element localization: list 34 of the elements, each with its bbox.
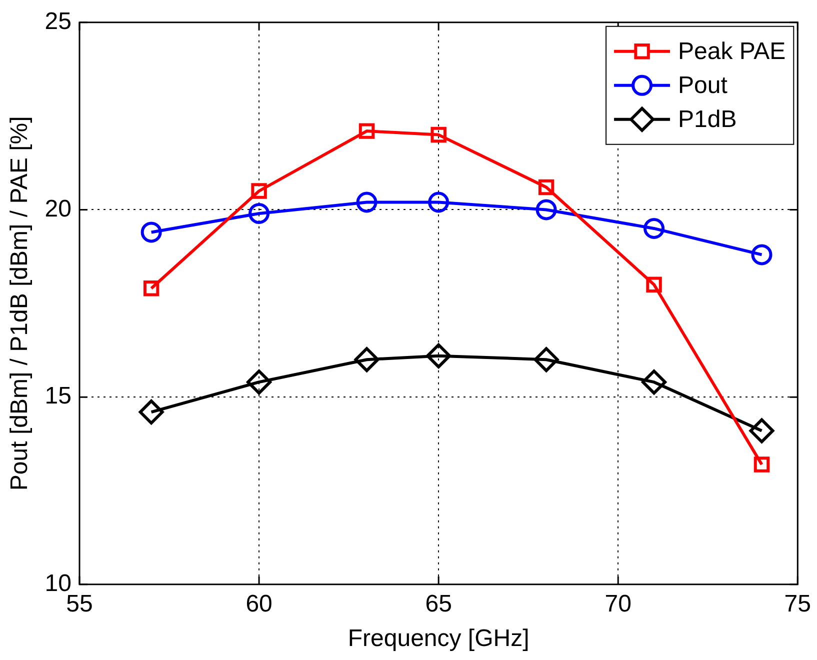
- point: [754, 456, 770, 472]
- legend-label: Pout: [678, 72, 728, 100]
- x-tick-label: 60: [246, 590, 272, 618]
- point: [356, 192, 378, 213]
- point: [536, 199, 557, 220]
- point: [138, 400, 164, 425]
- point: [646, 276, 662, 293]
- point: [751, 244, 772, 266]
- x-tick-label: 70: [604, 590, 632, 618]
- x-tick-label: 65: [425, 590, 452, 618]
- legend-label: Peak PAE: [678, 38, 786, 66]
- point: [246, 370, 272, 395]
- point: [534, 347, 559, 372]
- point: [140, 222, 162, 243]
- point: [358, 123, 375, 139]
- point: [642, 370, 667, 395]
- point: [644, 218, 665, 239]
- point: [749, 418, 774, 444]
- point: [428, 192, 450, 213]
- y-tick-label: 15: [44, 382, 72, 410]
- point: [251, 183, 267, 199]
- x-tick-label: 75: [784, 590, 812, 618]
- x-tick-label: 55: [66, 590, 93, 618]
- point: [426, 343, 452, 368]
- y-axis-title: Pout [dBm] / P1dB [dBm] / PAE [%]: [6, 116, 34, 491]
- y-tick-label: 25: [44, 8, 72, 36]
- point: [248, 202, 270, 224]
- point: [354, 347, 380, 372]
- x-axis-title: Frequency [GHz]: [348, 625, 530, 652]
- y-tick-label: 20: [44, 195, 72, 222]
- legend-label: P1dB: [678, 106, 737, 134]
- point: [538, 179, 554, 196]
- point: [430, 126, 446, 143]
- point: [143, 280, 160, 296]
